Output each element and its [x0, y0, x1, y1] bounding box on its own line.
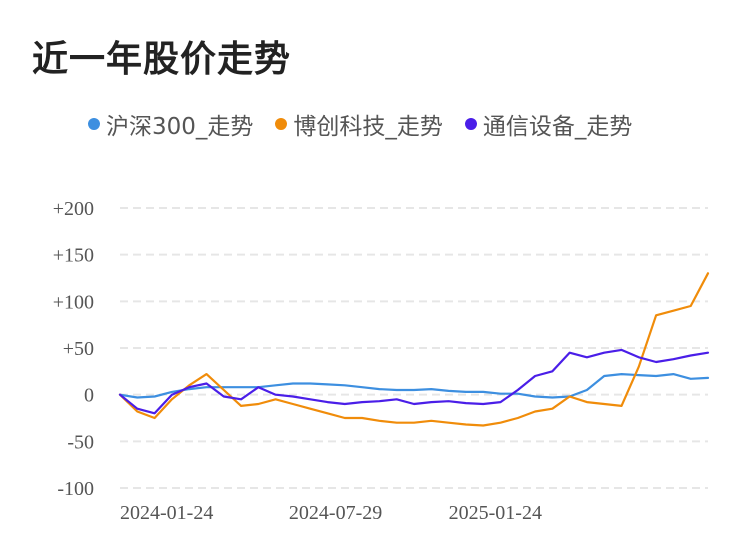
y-tick-label: -50: [67, 431, 94, 453]
series-line-2: [118, 348, 710, 415]
x-tick-label: 2025-01-24: [449, 502, 542, 524]
legend-label: 博创科技_走势: [293, 114, 443, 140]
y-tick-label: +50: [63, 338, 94, 360]
page-title: 近一年股价走势: [32, 39, 292, 80]
x-tick-label: 2024-07-29: [289, 502, 382, 524]
legend-label: 沪深300_走势: [106, 114, 254, 140]
y-tick-label: +100: [53, 291, 94, 313]
y-tick-label: +200: [53, 198, 94, 220]
series-line-0: [118, 373, 710, 399]
legend-dot-icon: [88, 118, 100, 130]
legend-item-comm-equipment[interactable]: 通信设备_走势: [464, 107, 633, 141]
chart-legend: 沪深300_走势 博创科技_走势 通信设备_走势: [88, 107, 632, 141]
x-tick-label: 2024-01-24: [120, 502, 213, 524]
series-line-1: [118, 272, 710, 427]
legend-label: 通信设备_走势: [482, 114, 633, 140]
legend-dot-icon: [464, 118, 477, 130]
y-tick-label: 0: [84, 385, 94, 407]
legend-item-hs300[interactable]: 沪深300_走势: [88, 107, 253, 141]
y-tick-label: -100: [57, 478, 94, 500]
legend-dot-icon: [275, 118, 288, 130]
legend-item-bochuang[interactable]: 博创科技_走势: [275, 107, 443, 141]
y-tick-label: +150: [53, 245, 94, 267]
